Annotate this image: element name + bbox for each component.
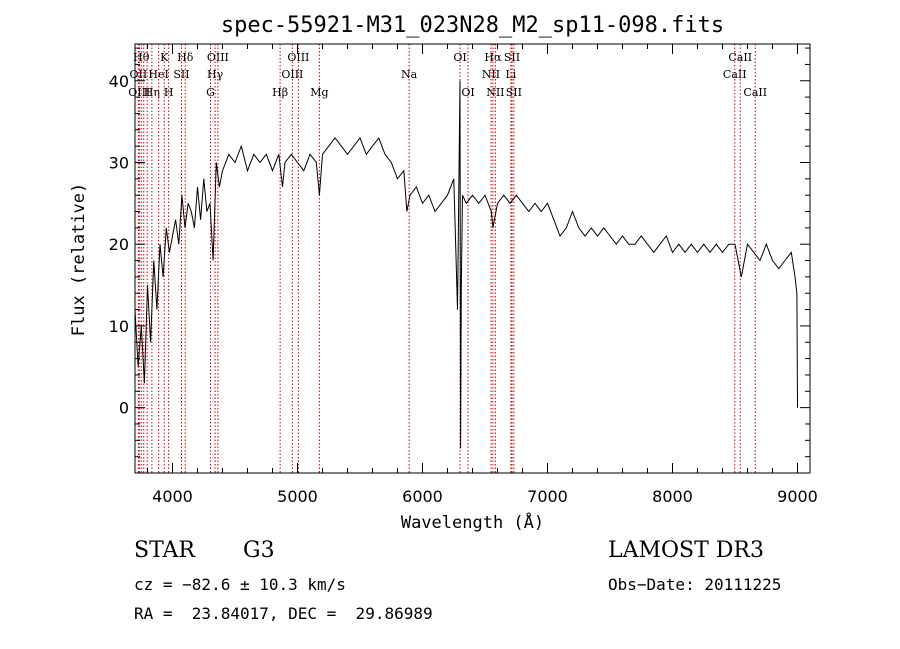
line-marker-label: H — [164, 86, 174, 99]
y-tick-label: 20 — [109, 235, 129, 254]
line-marker-label: CaII — [723, 68, 747, 81]
object-class: STAR — [134, 538, 195, 563]
line-marker-label: Hη — [144, 86, 160, 99]
coordinates: RA = 23.84017, DEC = 29.86989 — [134, 604, 433, 623]
spectrum-line — [134, 80, 798, 449]
line-marker-label: Hθ — [133, 51, 150, 64]
y-tick-label: 40 — [109, 72, 129, 91]
y-tick-label: 0 — [119, 399, 129, 418]
line-marker-label: K — [160, 51, 169, 64]
chart-title: spec-55921-M31_023N28_M2_sp11-098.fits — [221, 13, 724, 38]
line-marker-label: Hα — [484, 51, 502, 64]
redshift-value: cz = −82.6 ± 10.3 km/s — [134, 575, 346, 594]
line-marker-label: OIII — [281, 68, 303, 81]
spectral-subclass: G3 — [243, 538, 275, 563]
line-marker-label: Hγ — [207, 68, 224, 81]
line-marker-label: OIII — [287, 51, 309, 64]
x-tick-label: 5000 — [277, 487, 318, 506]
line-marker-label: SII — [506, 86, 522, 99]
y-tick-label: 10 — [109, 317, 129, 336]
x-tick-label: 6000 — [402, 487, 443, 506]
y-axis-label: Flux (relative) — [69, 183, 89, 337]
line-marker-label: Mg — [310, 86, 328, 99]
plot-frame — [134, 43, 811, 474]
line-marker-label: Na — [401, 68, 418, 81]
line-marker-label: OI — [453, 51, 466, 64]
x-tick-label: 9000 — [777, 487, 818, 506]
line-marker-label: CaII — [728, 51, 752, 64]
line-marker-label: NII — [482, 68, 500, 81]
x-axis-label: Wavelength (Å) — [401, 511, 544, 533]
line-marker-label: OIII — [207, 51, 229, 64]
x-tick-label: 4000 — [152, 487, 193, 506]
line-marker-label: OIII — [128, 86, 150, 99]
y-tick-label: 30 — [109, 153, 129, 172]
line-marker-label: CaII — [743, 86, 767, 99]
line-marker-label: Li — [505, 68, 516, 81]
line-marker-label: SII — [504, 51, 520, 64]
x-tick-label: 7000 — [527, 487, 568, 506]
survey-name: LAMOST DR3 — [608, 538, 764, 563]
line-marker-label: NII — [486, 86, 504, 99]
line-marker-label: SII — [173, 68, 189, 81]
line-marker-label: Hδ — [177, 51, 194, 64]
line-marker-label: HeI — [148, 68, 168, 81]
line-marker-label: Hβ — [272, 86, 288, 99]
line-marker-label: G — [206, 86, 215, 99]
line-marker-label: OII — [130, 68, 148, 81]
x-tick-label: 8000 — [652, 487, 693, 506]
line-marker-label: OI — [461, 86, 474, 99]
obs-date: Obs−Date: 20111225 — [608, 575, 782, 594]
